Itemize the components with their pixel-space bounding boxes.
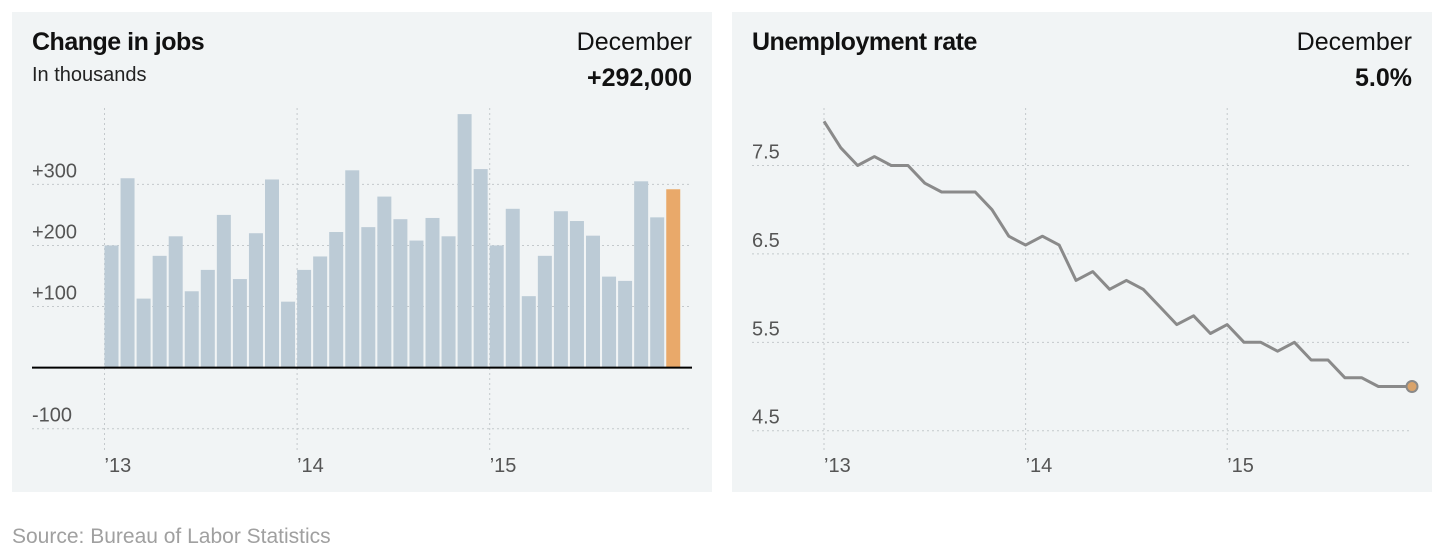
unemployment-month: December [1296, 28, 1412, 56]
bar [104, 245, 119, 368]
bar [441, 236, 456, 368]
bar [232, 279, 247, 368]
jobs-subtitle: In thousands [32, 64, 147, 86]
y-tick-label: 6.5 [752, 230, 780, 252]
unemployment-series-line [822, 120, 1412, 388]
bar [345, 170, 360, 368]
bar [425, 217, 440, 368]
bar [200, 269, 215, 368]
bar [265, 179, 279, 368]
jobs-month: December [576, 28, 692, 56]
y-tick-label: 5.5 [752, 318, 780, 340]
bar [297, 269, 312, 368]
bar-highlight [666, 189, 681, 368]
bar [618, 280, 633, 368]
bar [248, 233, 263, 368]
unemployment-line-chart: 4.5 5.5 6.5 7.5 ’13 ’14 ’15 [752, 108, 1419, 477]
bar [521, 296, 536, 368]
x-tick-label: ’15 [1227, 455, 1254, 477]
bar [553, 211, 568, 368]
jobs-value: +292,000 [587, 64, 692, 92]
x-tick-label: ’13 [105, 455, 132, 477]
jobs-title: Change in jobs [32, 28, 205, 56]
bar [152, 255, 167, 368]
bar [393, 219, 408, 368]
y-tick-label: +200 [32, 221, 77, 243]
bar [216, 214, 231, 368]
unemployment-value: 5.0% [1355, 64, 1412, 92]
bar [457, 114, 472, 368]
bar [489, 245, 504, 368]
bar [377, 196, 392, 368]
bar [184, 291, 199, 368]
x-tick-label: ’14 [1026, 455, 1053, 477]
source-note: Source: Bureau of Labor Statistics [12, 525, 331, 548]
unemployment-title: Unemployment rate [752, 28, 977, 56]
bar [602, 276, 617, 368]
y-tick-label: +300 [32, 160, 77, 182]
x-tick-label: ’13 [824, 455, 851, 477]
bar [473, 169, 488, 368]
unemployment-panel: Unemployment rate December 5.0% 4.5 5.5 6.… [732, 12, 1432, 492]
y-tick-label: 4.5 [752, 407, 780, 429]
bar [329, 232, 344, 368]
bar [361, 227, 376, 368]
bar [281, 301, 296, 368]
bar [537, 255, 552, 368]
y-tick-label: +100 [32, 283, 77, 305]
bar [409, 240, 424, 368]
x-tick-label: ’14 [297, 455, 324, 477]
endpoint-dot [1405, 380, 1419, 394]
y-tick-label: 7.5 [752, 141, 780, 163]
jobs-bar-chart: -100 +100 +200 +300 ’13 ’14 ’15 [32, 108, 692, 477]
bar [120, 178, 135, 368]
bar [136, 298, 151, 368]
bar [586, 235, 600, 368]
bar [505, 208, 520, 368]
bar [569, 221, 584, 368]
bar [313, 256, 328, 368]
x-tick-label: ’15 [490, 455, 517, 477]
jobs-panel: Change in jobs In thousands December +29… [12, 12, 712, 492]
y-tick-label: -100 [32, 405, 72, 427]
bar [634, 181, 649, 368]
bar [168, 236, 183, 368]
bar [650, 217, 665, 368]
